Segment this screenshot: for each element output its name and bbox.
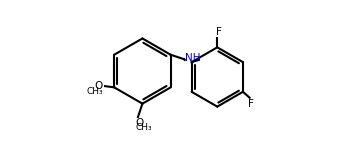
Text: F: F [248, 99, 254, 109]
Text: F: F [216, 27, 222, 37]
Text: CH₃: CH₃ [87, 87, 103, 96]
Text: CH₃: CH₃ [136, 123, 152, 132]
Text: NH: NH [185, 53, 201, 63]
Text: O: O [135, 118, 143, 128]
Text: O: O [94, 81, 102, 91]
